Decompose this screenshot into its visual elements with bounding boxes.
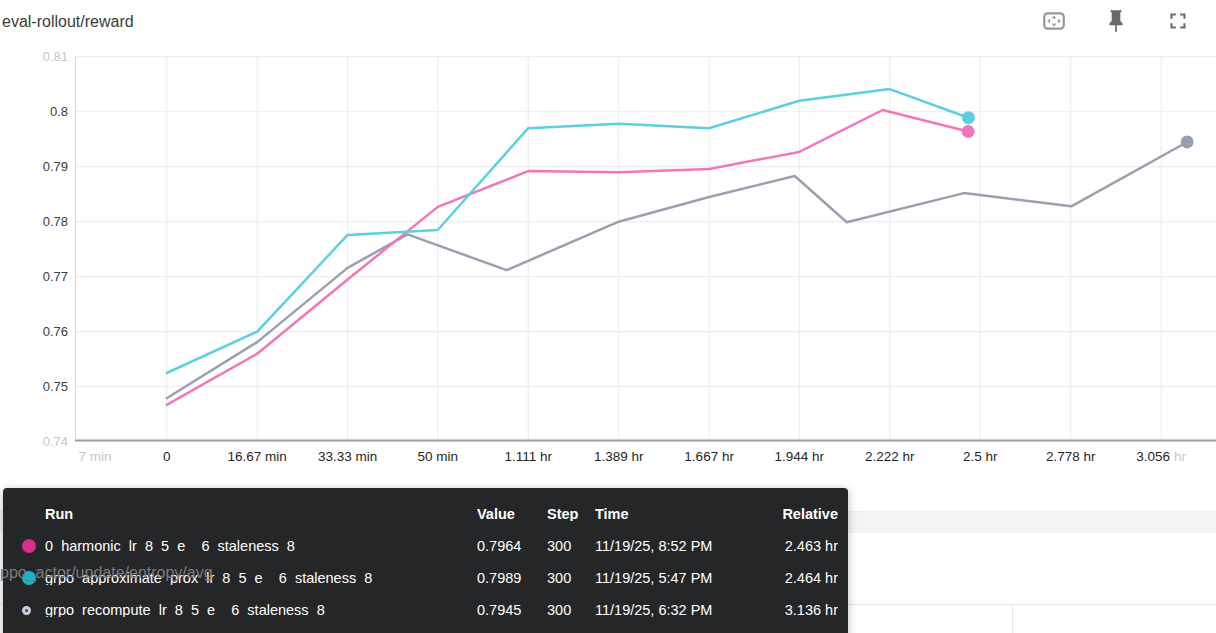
tooltip-run-relative: 3.136 hr [765,603,838,618]
pan-zoom-icon [1041,8,1067,37]
tooltip-run-name: grpo_approximate_prox_lr_8_5_e__6_stalen… [45,571,477,586]
y-axis-label: 0.78 [43,214,68,229]
tooltip-row-dot-cell [13,571,45,585]
y-axis-label: 0.77 [43,269,68,284]
tooltip-run-relative: 2.464 hr [765,571,838,586]
next-panel-gridline-vertical [1012,604,1013,633]
x-axis-label: 1.389 hr [594,449,644,464]
x-axis-label: 50 min [417,449,458,464]
tooltip-run-relative: 2.463 hr [765,539,838,554]
tooltip-header-relative: Relative [765,507,838,522]
x-axis-label: 2.222 hr [865,449,915,464]
x-axis-label: 2.5 hr [963,449,998,464]
tooltip-run-name: 0_harmonic_lr_8_5_e__6_staleness_8 [45,539,477,554]
x-axis-label: 1.667 hr [684,449,734,464]
plot-area[interactable]: 0.81 0.8 0.79 0.78 0.77 0.76 0.75 0.74 7 min 0 16.… [0,0,1216,478]
chart-tooltip: Run Value Step Time Relative 0_harmonic_… [3,488,848,633]
pin-icon [1103,8,1129,37]
tooltip-run-time: 11/19/25, 6:32 PM [595,603,765,618]
tooltip-table: Run Value Step Time Relative 0_harmonic_… [13,498,838,626]
tooltip-header-time: Time [595,507,765,522]
pin-button[interactable] [1102,8,1130,36]
tooltip-run-step: 300 [547,539,595,554]
tooltip-run-time: 11/19/25, 8:52 PM [595,539,765,554]
x-axis-label: 7 min [79,449,112,464]
x-axis-label: 1.944 hr [775,449,825,464]
panel-title: eval-rollout/reward [2,13,134,31]
tooltip-run-time: 11/19/25, 5:47 PM [595,571,765,586]
run-dot [22,571,36,585]
panel-toolbar [1040,8,1192,36]
y-axis-label: 0.81 [43,49,68,64]
run-dot [22,539,36,553]
run-ring-dot [22,606,31,615]
series-end-marker-grpo_recompute_lr_8_5_e__6_staleness_8 [1181,135,1194,148]
tooltip-run-value: 0.7989 [477,571,547,586]
x-axis-label: 0 [163,449,171,464]
tooltip-header-run: Run [45,507,477,522]
tooltip-header-value: Value [477,507,547,522]
x-axis-label: 33.33 min [318,449,377,464]
x-axis-label: 3.056 hr [1136,449,1186,464]
fullscreen-icon [1165,8,1191,37]
tooltip-run-step: 300 [547,571,595,586]
tooltip-row-dot-cell [13,606,45,615]
pan-zoom-button[interactable] [1040,8,1068,36]
tooltip-header-step: Step [547,507,595,522]
y-axis-label: 0.75 [43,379,68,394]
fullscreen-button[interactable] [1164,8,1192,36]
series-line-0_harmonic_lr_8_5_e__6_staleness_8[interactable] [167,110,969,405]
x-axis-label: 2.778 hr [1046,449,1096,464]
x-axis-label: 1.111 hr [504,449,552,464]
tooltip-row-dot-cell [13,539,45,553]
y-axis-label: 0.74 [43,434,68,449]
x-axis-label: 16.67 min [228,449,287,464]
y-axis-label: 0.76 [43,324,68,339]
tooltip-run-step: 300 [547,603,595,618]
y-axis-label: 0.79 [43,159,68,174]
series-end-marker-0_harmonic_lr_8_5_e__6_staleness_8 [962,125,975,138]
series-line-grpo_recompute_lr_8_5_e__6_staleness_8[interactable] [167,142,1187,398]
tooltip-run-value: 0.7945 [477,603,547,618]
tooltip-run-value: 0.7964 [477,539,547,554]
y-axis-label: 0.8 [50,104,68,119]
tooltip-run-name: grpo_recompute_lr_8_5_e__6_staleness_8 [45,603,477,618]
series-end-marker-grpo_approximate_prox_lr_8_5_e__6_staleness_8 [962,111,975,124]
